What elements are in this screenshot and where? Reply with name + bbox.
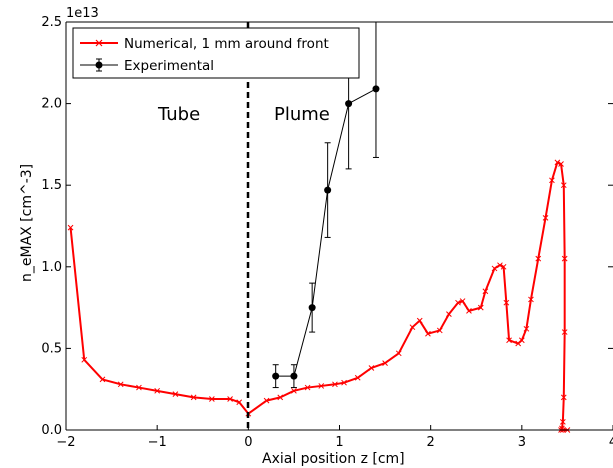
- y-tick-label: 0.0: [41, 423, 62, 438]
- x-tick-label: −2: [56, 435, 75, 450]
- numerical-point: [154, 387, 161, 394]
- numerical-point: [518, 337, 525, 344]
- x-tick-label: 2: [427, 435, 435, 450]
- y-offset-text: 1e13: [66, 6, 99, 21]
- numerical-point: [263, 397, 270, 404]
- x-axis-label: Axial position z [cm]: [262, 451, 405, 467]
- numerical-point: [560, 182, 567, 189]
- numerical-point: [560, 418, 566, 425]
- numerical-point: [436, 327, 443, 334]
- numerical-point: [491, 265, 498, 272]
- numerical-point: [172, 391, 179, 397]
- x-tick-label: −1: [148, 435, 167, 450]
- numerical-point: [549, 177, 555, 184]
- numerical-point: [395, 350, 402, 357]
- numerical-point: [560, 394, 567, 401]
- numerical-point: [236, 399, 243, 406]
- numerical-point: [497, 262, 503, 269]
- x-tick-label: 1: [335, 435, 343, 450]
- numerical-point: [416, 317, 423, 324]
- annotation-tube: Tube: [157, 104, 200, 125]
- x-tick-label: 4: [609, 435, 613, 450]
- numerical-point: [558, 161, 564, 167]
- y-tick-label: 2.0: [41, 97, 62, 112]
- numerical-point: [332, 381, 338, 388]
- numerical-layer: [67, 159, 571, 433]
- x-tick-label: 0: [244, 435, 252, 450]
- annotation-plume: Plume: [274, 104, 330, 125]
- numerical-point: [554, 159, 561, 166]
- y-axis-label: n_eMAX [cm^-3]: [19, 164, 35, 282]
- numerical-point: [561, 255, 568, 262]
- numerical-point: [99, 376, 106, 383]
- tick-layer: −2 −1 0 1 2 3 4 0.0 0.5 1.0 1.5 2.0 2.5: [41, 15, 613, 450]
- numerical-point: [503, 299, 510, 306]
- experimental-point: [290, 372, 298, 380]
- legend-marker-experimental: [95, 61, 103, 69]
- numerical-point: [368, 365, 375, 371]
- numerical-point: [318, 383, 325, 389]
- numerical-point: [136, 384, 142, 391]
- legend-box: [72, 27, 360, 79]
- numerical-point: [542, 214, 549, 221]
- y-tick-label: 1.5: [41, 178, 62, 193]
- y-tick-label: 0.5: [41, 341, 62, 356]
- numerical-point: [446, 311, 452, 317]
- numerical-point: [523, 325, 530, 332]
- legend: Numerical, 1 mm around front Experimenta…: [72, 27, 360, 79]
- numerical-point: [117, 381, 124, 388]
- experimental-point: [372, 85, 380, 93]
- y-tick-label: 2.5: [41, 15, 62, 30]
- numerical-point: [466, 308, 472, 314]
- numerical-point: [304, 384, 311, 391]
- legend-label-experimental: Experimental: [124, 58, 214, 74]
- numerical-point: [227, 396, 233, 402]
- y-tick-label: 1.0: [41, 260, 62, 275]
- numerical-point: [482, 288, 489, 295]
- experimental-point: [324, 186, 332, 194]
- numerical-point: [354, 374, 361, 381]
- numerical-point: [81, 356, 88, 363]
- numerical-point: [277, 394, 284, 401]
- numerical-point: [528, 296, 534, 303]
- experimental-point: [308, 304, 316, 312]
- numerical-point: [477, 304, 484, 311]
- numerical-point: [190, 394, 197, 401]
- legend-marker-numerical: [95, 39, 103, 47]
- numerical-point: [341, 379, 347, 386]
- plot-area: [66, 22, 613, 430]
- experimental-point: [272, 372, 280, 380]
- numerical-point: [506, 337, 512, 344]
- experimental-layer: [272, 22, 380, 389]
- x-tick-label: 3: [518, 435, 526, 450]
- numerical-point: [459, 298, 466, 304]
- legend-label-numerical: Numerical, 1 mm around front: [124, 36, 329, 52]
- numerical-point: [535, 255, 542, 262]
- numerical-point: [382, 360, 388, 366]
- numerical-point: [561, 329, 568, 335]
- numerical-point: [209, 396, 215, 402]
- numerical-point: [409, 324, 416, 331]
- numerical-point: [425, 330, 431, 337]
- numerical-point: [291, 387, 297, 394]
- numerical-point: [455, 299, 461, 306]
- numerical-point: [67, 224, 74, 231]
- experimental-point: [345, 100, 353, 108]
- numerical-point: [500, 263, 507, 270]
